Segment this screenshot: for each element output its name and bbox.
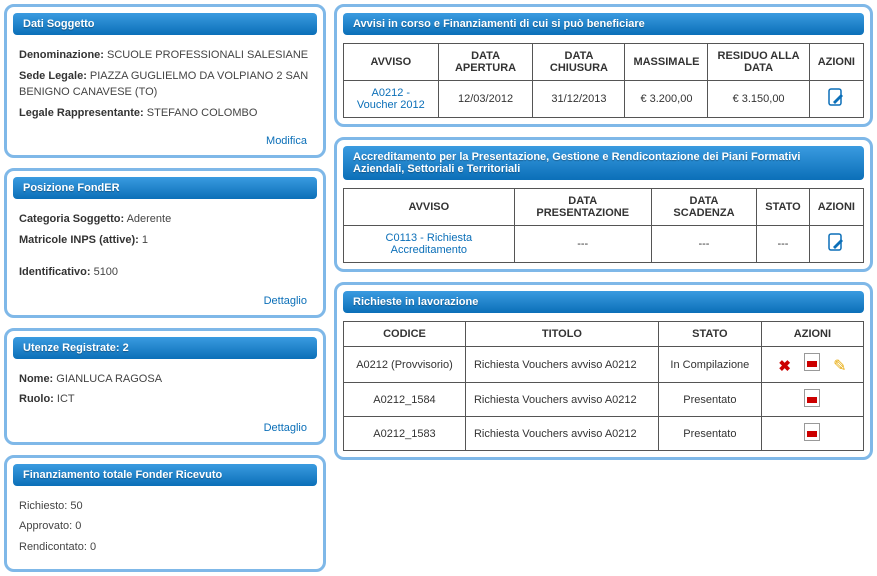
approvato-value: 0	[72, 520, 81, 532]
th-azioni: AZIONI	[809, 189, 863, 226]
th-data-chiusura: DATA CHIUSURA	[533, 44, 625, 81]
cell-data-chiusura: 31/12/2013	[533, 81, 625, 118]
pdf-icon[interactable]	[804, 353, 820, 371]
panel-posizione-fonder: Posizione FondER Categoria Soggetto: Ade…	[4, 168, 326, 318]
nome-label: Nome:	[19, 373, 53, 385]
richiesto-label: Richiesto:	[19, 500, 67, 512]
th-codice: CODICE	[344, 322, 466, 347]
avvisi-table: AVVISO DATA APERTURA DATA CHIUSURA MASSI…	[343, 43, 864, 118]
cell-data-apertura: 12/03/2012	[438, 81, 533, 118]
th-data-scadenza: DATA SCADENZA	[651, 189, 756, 226]
th-massimale: MASSIMALE	[625, 44, 708, 81]
richiesto-value: 50	[67, 500, 82, 512]
legale-label: Legale Rappresentante:	[19, 107, 144, 119]
panel-title: Finanziamento totale Fonder Ricevuto	[13, 464, 317, 486]
cell-codice: A0212_1584	[344, 383, 466, 417]
th-data-apertura: DATA APERTURA	[438, 44, 533, 81]
sede-label: Sede Legale:	[19, 70, 87, 82]
panel-title: Accreditamento per la Presentazione, Ges…	[343, 146, 864, 180]
table-row: C0113 - Richiesta Accreditamento --- ---…	[344, 226, 864, 263]
edit-doc-icon[interactable]	[827, 88, 845, 108]
panel-title: Dati Soggetto	[13, 13, 317, 35]
table-row: A0212_1583 Richiesta Vouchers avviso A02…	[344, 417, 864, 451]
rendicontato-value: 0	[87, 541, 96, 553]
cell-titolo: Richiesta Vouchers avviso A0212	[465, 417, 658, 451]
th-titolo: TITOLO	[465, 322, 658, 347]
identificativo-value: 5100	[91, 266, 119, 278]
cell-massimale: € 3.200,00	[625, 81, 708, 118]
cell-stato: ---	[757, 226, 809, 263]
ruolo-value: ICT	[54, 393, 75, 405]
th-azioni: AZIONI	[761, 322, 863, 347]
dettaglio-link[interactable]: Dettaglio	[264, 295, 307, 307]
panel-utenze: Utenze Registrate: 2 Nome: GIANLUCA RAGO…	[4, 328, 326, 445]
th-stato: STATO	[757, 189, 809, 226]
approvato-label: Approvato:	[19, 520, 72, 532]
th-avviso: AVVISO	[344, 189, 515, 226]
modifica-link[interactable]: Modifica	[266, 135, 307, 147]
panel-title: Richieste in lavorazione	[343, 291, 864, 313]
edit-doc-icon[interactable]	[827, 233, 845, 253]
pencil-icon[interactable]: ✎	[833, 358, 846, 375]
th-stato: STATO	[658, 322, 761, 347]
cell-stato: Presentato	[658, 383, 761, 417]
table-row: A0212 - Voucher 2012 12/03/2012 31/12/20…	[344, 81, 864, 118]
avviso-link[interactable]: A0212 - Voucher 2012	[357, 87, 425, 111]
panel-finanziamento: Finanziamento totale Fonder Ricevuto Ric…	[4, 455, 326, 573]
th-azioni: AZIONI	[809, 44, 863, 81]
cell-data-scadenza: ---	[651, 226, 756, 263]
denominazione-label: Denominazione:	[19, 49, 104, 61]
pdf-icon[interactable]	[804, 389, 820, 407]
accreditamento-table: AVVISO DATA PRESENTAZIONE DATA SCADENZA …	[343, 188, 864, 263]
cell-codice: A0212_1583	[344, 417, 466, 451]
th-data-presentazione: DATA PRESENTAZIONE	[514, 189, 651, 226]
th-avviso: AVVISO	[344, 44, 439, 81]
cell-stato: Presentato	[658, 417, 761, 451]
categoria-label: Categoria Soggetto:	[19, 213, 124, 225]
cell-codice: A0212 (Provvisorio)	[344, 347, 466, 383]
panel-title: Avvisi in corso e Finanziamenti di cui s…	[343, 13, 864, 35]
ruolo-label: Ruolo:	[19, 393, 54, 405]
panel-title: Posizione FondER	[13, 177, 317, 199]
pdf-icon[interactable]	[804, 423, 820, 441]
cell-titolo: Richiesta Vouchers avviso A0212	[465, 383, 658, 417]
delete-icon[interactable]: ✖	[778, 358, 791, 375]
nome-value: GIANLUCA RAGOSA	[53, 373, 162, 385]
matricole-value: 1	[139, 234, 148, 246]
avviso-link[interactable]: C0113 - Richiesta Accreditamento	[386, 232, 473, 256]
panel-dati-soggetto: Dati Soggetto Denominazione: SCUOLE PROF…	[4, 4, 326, 158]
matricole-label: Matricole INPS (attive):	[19, 234, 139, 246]
dettaglio-link[interactable]: Dettaglio	[264, 422, 307, 434]
panel-accreditamento: Accreditamento per la Presentazione, Ges…	[334, 137, 873, 272]
panel-richieste: Richieste in lavorazione CODICE TITOLO S…	[334, 282, 873, 460]
table-row: A0212 (Provvisorio) Richiesta Vouchers a…	[344, 347, 864, 383]
th-residuo: RESIDUO ALLA DATA	[708, 44, 809, 81]
cell-residuo: € 3.150,00	[708, 81, 809, 118]
richieste-table: CODICE TITOLO STATO AZIONI A0212 (Provvi…	[343, 321, 864, 451]
cell-data-presentazione: ---	[514, 226, 651, 263]
cell-titolo: Richiesta Vouchers avviso A0212	[465, 347, 658, 383]
denominazione-value: SCUOLE PROFESSIONALI SALESIANE	[104, 49, 308, 61]
panel-avvisi: Avvisi in corso e Finanziamenti di cui s…	[334, 4, 873, 127]
panel-title: Utenze Registrate: 2	[13, 337, 317, 359]
identificativo-label: Identificativo:	[19, 266, 91, 278]
cell-stato: In Compilazione	[658, 347, 761, 383]
rendicontato-label: Rendicontato:	[19, 541, 87, 553]
table-row: A0212_1584 Richiesta Vouchers avviso A02…	[344, 383, 864, 417]
categoria-value: Aderente	[124, 213, 171, 225]
legale-value: STEFANO COLOMBO	[144, 107, 258, 119]
